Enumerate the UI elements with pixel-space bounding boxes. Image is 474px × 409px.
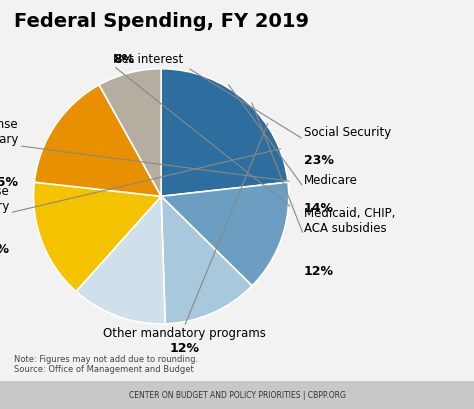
Text: Social Security: Social Security (303, 126, 391, 139)
Text: Source: Office of Management and Budget: Source: Office of Management and Budget (14, 365, 194, 374)
Text: 8%: 8% (113, 38, 135, 66)
Text: Defense
discretionary: Defense discretionary (0, 118, 19, 146)
Wedge shape (161, 196, 252, 324)
Text: CENTER ON BUDGET AND POLICY PRIORITIES | CBPP.ORG: CENTER ON BUDGET AND POLICY PRIORITIES |… (128, 391, 346, 400)
Wedge shape (34, 182, 161, 292)
Text: Non-defense
discretionary: Non-defense discretionary (0, 185, 9, 213)
Wedge shape (161, 69, 288, 196)
Wedge shape (99, 69, 161, 196)
Wedge shape (161, 182, 289, 286)
Text: Medicare: Medicare (303, 174, 357, 187)
Text: Federal Spending, FY 2019: Federal Spending, FY 2019 (14, 12, 309, 31)
Wedge shape (76, 196, 165, 324)
Text: Net interest: Net interest (113, 53, 183, 66)
Text: 12%: 12% (169, 327, 199, 355)
Text: 23%: 23% (303, 139, 333, 167)
Text: Medicaid, CHIP,
ACA subsidies: Medicaid, CHIP, ACA subsidies (303, 207, 395, 235)
Text: 15%: 15% (0, 213, 9, 256)
Text: 14%: 14% (303, 187, 334, 215)
Text: 12%: 12% (303, 235, 334, 278)
Text: Other mandatory programs: Other mandatory programs (103, 327, 265, 340)
Wedge shape (34, 85, 161, 196)
Text: Note: Figures may not add due to rounding.: Note: Figures may not add due to roundin… (14, 355, 198, 364)
Text: 15%: 15% (0, 146, 19, 189)
